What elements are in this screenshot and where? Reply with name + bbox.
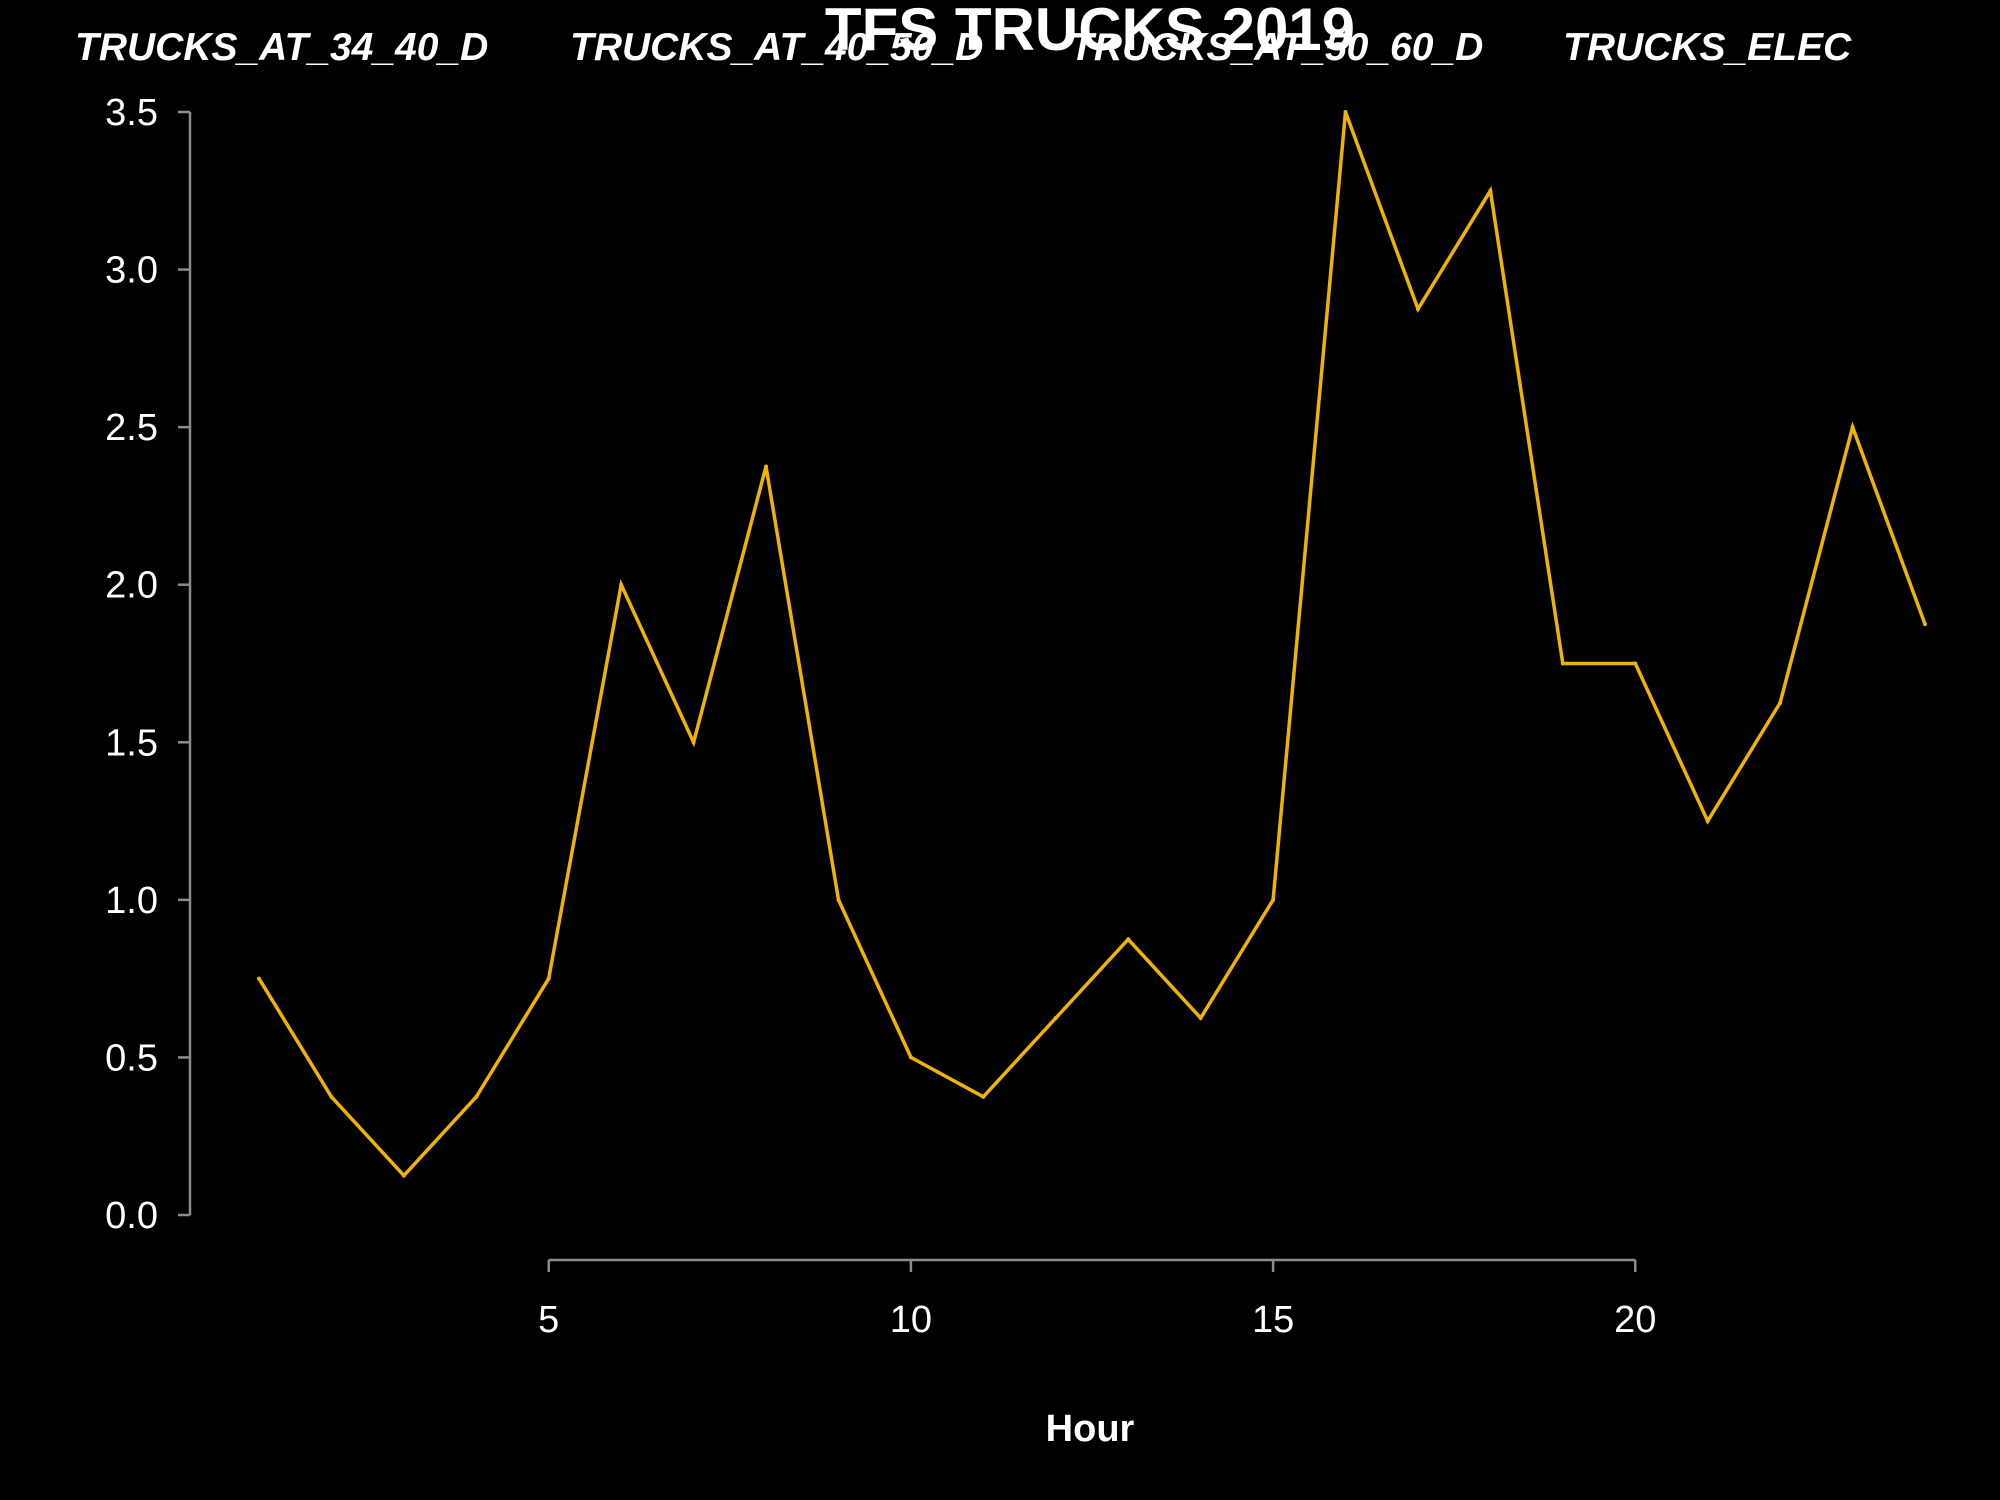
data-point (908, 1055, 913, 1060)
data-point (401, 1173, 406, 1178)
data-point (981, 1094, 986, 1099)
data-point (619, 582, 624, 587)
data-point (257, 976, 261, 981)
y-tick-label: 3.0 (105, 250, 158, 292)
data-point (1923, 622, 1927, 627)
data-point (546, 976, 551, 981)
x-tick-label: 5 (538, 1299, 559, 1341)
series-line (257, 111, 1927, 1179)
data-point (1488, 188, 1493, 193)
y-tick-label: 3.5 (105, 92, 158, 134)
legend-item: TRUCKS_AT_50_60_D (1070, 26, 1483, 69)
x-axis-title: Hour (1046, 1408, 1135, 1450)
data-point (1778, 700, 1783, 705)
legend: TRUCKS_AT_34_40_D TRUCKS_AT_40_50_D TRUCKS… (75, 26, 1852, 69)
data-point (691, 740, 696, 745)
data-point (1053, 1016, 1058, 1021)
data-point (1850, 425, 1855, 430)
x-tick-label: 10 (890, 1299, 932, 1341)
legend-item: TRUCKS_ELEC (1563, 26, 1852, 69)
data-point (329, 1094, 334, 1099)
y-tick-label: 0.0 (105, 1195, 158, 1237)
data-point (1560, 661, 1565, 666)
data-point (1415, 306, 1420, 311)
data-point (474, 1094, 479, 1099)
data-point (1198, 1016, 1203, 1021)
data-point (1343, 110, 1348, 114)
data-point (1126, 937, 1131, 942)
data-point (1633, 661, 1638, 666)
chart-title: TFS TRUCKS 2019 (825, 0, 1355, 63)
y-tick-label: 1.5 (105, 722, 158, 764)
series-layer (257, 110, 1927, 1179)
data-point (764, 464, 769, 469)
y-tick-label: 2.0 (105, 565, 158, 607)
data-point (1271, 897, 1276, 902)
legend-item: TRUCKS_AT_40_50_D (570, 26, 983, 69)
y-tick-label: 1.0 (105, 880, 158, 922)
data-point (1705, 819, 1710, 824)
legend-item: TRUCKS_AT_34_40_D (75, 26, 488, 69)
x-tick-label: 15 (1252, 1299, 1294, 1341)
y-tick-label: 2.5 (105, 407, 158, 449)
x-tick-label: 20 (1614, 1299, 1656, 1341)
y-tick-label: 0.5 (105, 1037, 158, 1079)
x-axis: 5 10 15 20 (538, 1258, 1656, 1341)
data-point (836, 897, 841, 902)
y-axis: 0.0 0.5 1.0 1.5 2.0 2.5 3.0 3.5 (105, 92, 192, 1237)
